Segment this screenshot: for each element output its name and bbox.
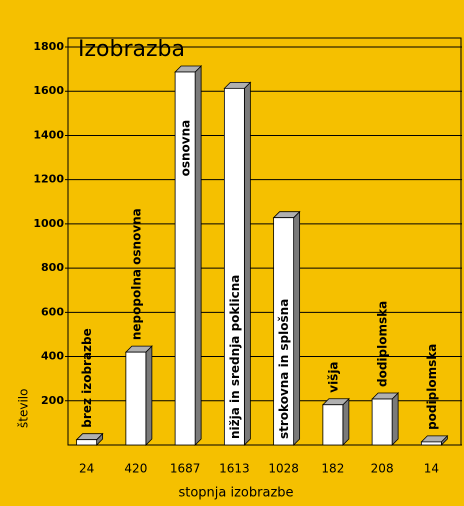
y-tick-label: 1200 <box>33 173 64 186</box>
y-tick-label: 400 <box>41 350 64 363</box>
bar-side <box>293 210 301 446</box>
value-label: 420 <box>124 462 147 476</box>
value-label: 1028 <box>268 462 299 476</box>
y-tick-label: 800 <box>41 261 64 274</box>
category-label: strokovna in splošna <box>277 299 291 439</box>
category-label: podiplomska <box>425 344 439 430</box>
value-label: 1613 <box>219 462 250 476</box>
bar <box>371 398 393 446</box>
bar-side <box>243 81 251 446</box>
y-axis-label: število <box>17 389 31 428</box>
chart-title: Izobrazba <box>78 37 185 62</box>
y-tick-label: 1400 <box>33 128 64 141</box>
y-tick-label: 1000 <box>33 217 64 230</box>
value-label: 208 <box>371 462 394 476</box>
x-axis-label: stopnja izobrazbe <box>178 486 293 501</box>
value-label: 1687 <box>170 462 201 476</box>
y-tick-label: 600 <box>41 305 64 318</box>
y-tick-label: 1600 <box>33 84 64 97</box>
bar <box>273 217 295 446</box>
bar <box>322 404 344 446</box>
category-label: osnovna <box>179 120 193 177</box>
bar <box>76 439 98 446</box>
category-label: brez izobrazbe <box>80 328 94 427</box>
bar <box>125 351 147 446</box>
y-tick-label: 200 <box>41 394 64 407</box>
category-label: višja <box>326 361 340 392</box>
bar-side <box>342 397 350 446</box>
value-label: 24 <box>79 462 94 476</box>
bar <box>420 441 442 446</box>
bar-side <box>145 345 153 446</box>
bar <box>174 71 196 446</box>
category-label: dodiplomska <box>376 301 390 387</box>
value-label: 14 <box>424 462 439 476</box>
y-tick-label: 1800 <box>33 40 64 53</box>
bar-side <box>194 65 202 446</box>
bar <box>223 87 245 446</box>
value-label: 182 <box>321 462 344 476</box>
bar-side <box>391 392 399 446</box>
category-label: nepopolna osnovna <box>129 208 143 340</box>
category-label: nižja in srednja poklicna <box>228 275 242 439</box>
